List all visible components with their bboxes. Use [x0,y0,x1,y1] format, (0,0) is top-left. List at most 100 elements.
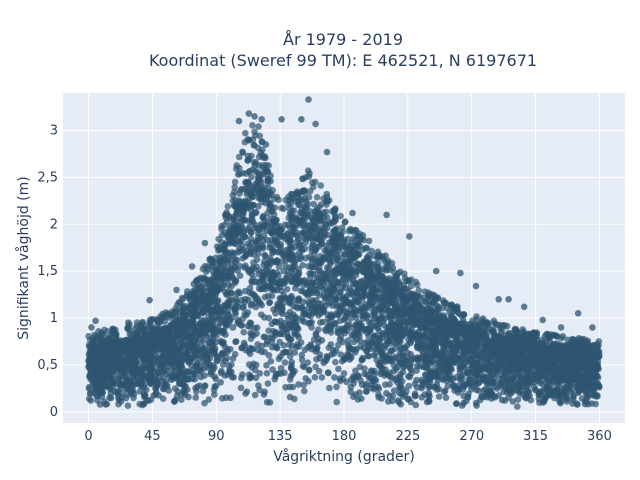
data-point [341,326,349,334]
data-point [245,347,252,355]
data-point [178,390,185,398]
data-point [256,278,264,285]
data-point [253,245,260,253]
data-point [330,350,338,357]
data-point [446,340,454,347]
data-point [468,351,476,358]
data-point [189,316,197,324]
data-point [210,386,218,394]
data-point [465,390,472,398]
data-point [220,350,227,358]
data-point [291,224,299,232]
data-point [256,370,264,377]
data-point [319,318,327,326]
data-point [234,320,241,327]
data-point [213,328,221,335]
data-point [308,324,315,331]
data-point [399,385,407,393]
data-point [430,383,438,391]
data-point [260,273,268,280]
data-point [478,393,486,401]
data-point [277,330,285,338]
data-point [244,309,252,316]
data-point [595,352,603,359]
data-point [389,397,396,405]
data-point [120,369,128,377]
data-point [377,304,385,312]
data-point [524,382,532,389]
data-point [514,403,521,410]
data-point [411,390,419,398]
data-point [574,401,581,408]
data-point [473,344,481,352]
data-point [359,327,367,334]
data-point [331,374,338,381]
data-point [251,292,259,300]
data-point [490,349,497,356]
data-point [334,302,342,309]
data-point [311,374,319,381]
data-point [265,352,273,359]
data-point [338,358,346,365]
data-point [134,350,142,358]
data-point [529,374,537,382]
data-point [94,397,101,404]
data-point [290,302,297,310]
data-point [121,356,129,363]
data-point [143,386,150,394]
data-point [270,306,277,313]
data-point [147,370,154,378]
data-point [240,303,247,310]
data-point [228,361,235,369]
data-point [331,293,339,300]
data-point [244,322,252,330]
data-point [291,285,299,292]
data-point [489,371,496,378]
data-point [583,391,590,398]
data-point [152,385,160,392]
data-point [434,373,441,381]
data-point [411,380,419,388]
data-point [301,318,308,326]
data-point [174,347,182,355]
data-point [304,343,312,351]
chart-title-line-2: Koordinat (Sweref 99 TM): E 462521, N 61… [149,51,537,70]
data-point [247,329,254,337]
data-point [302,239,310,246]
data-point [300,281,308,289]
data-point [408,369,415,377]
data-point [217,369,225,377]
data-point [207,368,215,376]
data-point [263,370,271,377]
data-point [124,402,132,410]
data-point [269,334,276,342]
data-point [107,370,114,377]
data-point [283,285,291,293]
data-point [318,337,326,344]
data-point [392,297,400,304]
data-point [328,277,335,285]
data-point [400,363,407,371]
data-point [515,365,522,373]
data-point [266,299,273,307]
data-point [341,316,348,324]
data-point [329,246,336,254]
data-point [276,231,283,238]
data-point [97,352,105,360]
data-point [295,381,302,388]
data-point [449,347,457,355]
data-point [396,350,404,357]
data-point [361,370,368,378]
data-point [332,270,339,278]
data-point [276,295,284,302]
data-point [229,239,237,247]
data-point [472,369,479,376]
data-point [227,394,234,402]
data-point [442,394,450,402]
data-point [252,239,260,247]
data-point [320,286,327,294]
data-point [477,354,485,361]
data-point [269,268,277,276]
data-point [150,392,157,399]
